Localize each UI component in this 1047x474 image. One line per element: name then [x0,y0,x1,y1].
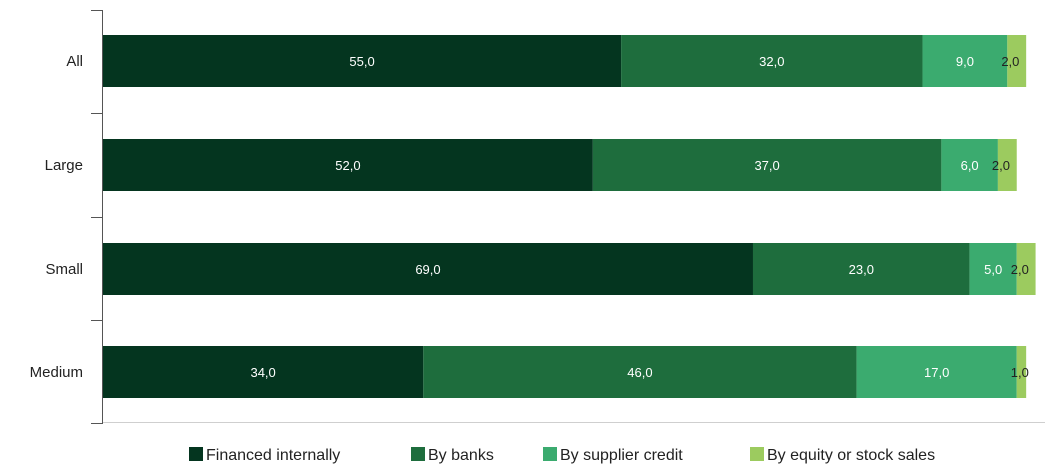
bar-segment [856,346,1017,398]
bar-segment [103,35,622,87]
legend-label: Financed internally [206,447,340,464]
category-label-all: All [66,53,83,70]
data-label: 6,0 [961,158,979,173]
bars [103,35,1036,398]
data-label: 23,0 [849,262,874,277]
bar-segment [592,139,942,191]
bar-segment [997,139,1017,191]
data-label: 5,0 [984,262,1002,277]
data-label: 2,0 [992,158,1010,173]
bar-segment [922,35,1008,87]
bar-segment [941,139,998,191]
bar-segment [103,346,424,398]
legend-swatch [189,447,203,461]
data-label: 34,0 [250,365,275,380]
value-labels: 55,0 32,0 9,0 2,0 52,0 37,0 6,0 2,0 69,0 23,0 5,0 2… [250,54,1028,380]
category-label-medium: Medium [30,364,83,381]
data-label: 32,0 [759,54,784,69]
legend-swatch [411,447,425,461]
data-label: 2,0 [1001,54,1019,69]
data-label: 2,0 [1011,262,1029,277]
bar-segment [1007,35,1027,87]
bar-segment [103,243,753,295]
legend-label: By supplier credit [560,447,683,464]
data-label: 55,0 [349,54,374,69]
bar-segment [1016,243,1036,295]
data-label: 17,0 [924,365,949,380]
data-label: 69,0 [415,262,440,277]
category-label-large: Large [45,157,83,174]
legend-label: By equity or stock sales [767,447,935,464]
category-label-small: Small [45,261,83,278]
data-label: 37,0 [754,158,779,173]
bar-segment [423,346,857,398]
data-label: 52,0 [335,158,360,173]
legend: Financed internally By banks By supplier c… [189,447,935,464]
bar-segment [103,139,593,191]
legend-label: By banks [428,447,494,464]
axes [91,10,1045,424]
data-label: 46,0 [627,365,652,380]
legend-swatch [750,447,764,461]
data-label: 9,0 [956,54,974,69]
bar-segment [1016,346,1027,398]
legend-swatch [543,447,557,461]
bar-segment [969,243,1017,295]
bar-segment [621,35,923,87]
bar-segment [752,243,970,295]
category-labels: All Large Small Medium [30,53,83,381]
data-label: 1,0 [1011,365,1029,380]
